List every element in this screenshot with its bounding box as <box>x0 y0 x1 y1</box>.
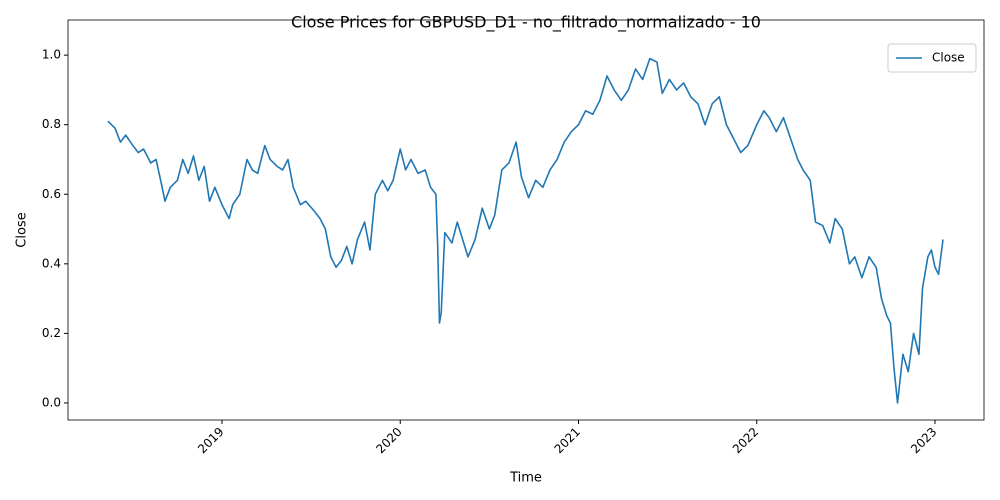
x-tick-label: 2021 <box>552 425 583 456</box>
y-tick-label: 1.0 <box>42 48 61 62</box>
y-tick-label: 0.2 <box>42 326 61 340</box>
legend-box <box>887 43 977 73</box>
legend-label: Close <box>932 51 965 65</box>
x-tick-label: 2023 <box>908 425 939 456</box>
plot-frame <box>67 19 985 421</box>
chart-title: Close Prices for GBPUSD_D1 - no_filtrado… <box>291 13 761 33</box>
x-tick-label: 2019 <box>195 425 226 456</box>
y-axis-label: Close <box>15 212 30 247</box>
y-tick-label: 0.6 <box>42 187 61 201</box>
y-tick-label: 0.8 <box>42 117 61 131</box>
x-tick-label: 2022 <box>730 425 761 456</box>
y-tick-label: 0.0 <box>42 395 61 409</box>
y-tick-label: 0.4 <box>42 256 61 270</box>
x-axis-label: Time <box>509 471 542 486</box>
x-tick-label: 2020 <box>373 425 404 456</box>
line <box>107 57 944 404</box>
